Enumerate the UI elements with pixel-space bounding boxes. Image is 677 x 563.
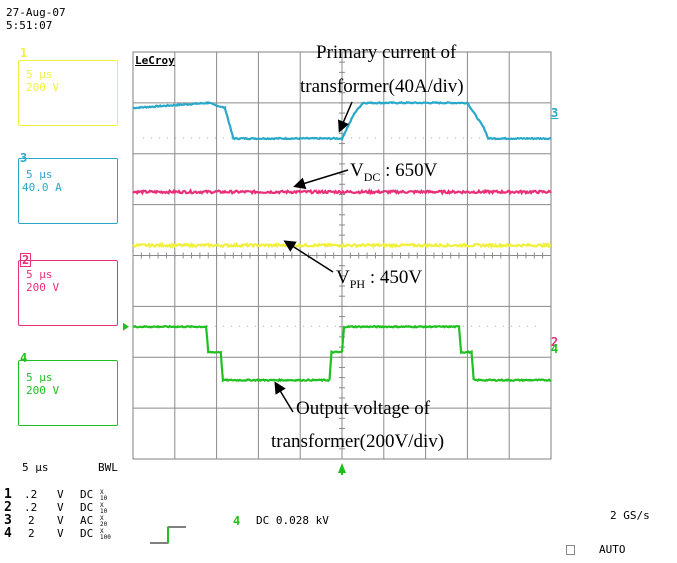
channel-4-number: 4 xyxy=(20,351,28,365)
row-4-unit: V xyxy=(57,527,64,540)
channel-1-number: 1 xyxy=(20,46,28,60)
channel-4-box[interactable] xyxy=(18,360,118,426)
channel-4-marker: 4 xyxy=(551,342,559,356)
channel-3-box[interactable] xyxy=(18,158,118,224)
row-2-scale: .2 xyxy=(24,501,38,514)
channel-1-timebase: 5 μs xyxy=(26,68,53,81)
ground-marker-ch4 xyxy=(123,322,129,331)
row-3-channel: 3 xyxy=(4,513,12,528)
annotation-primary-line1: Primary current of xyxy=(316,42,457,63)
row-4-scale: 2 xyxy=(28,527,35,540)
row-2-channel: 2 xyxy=(4,500,12,515)
trigger-level: DC 0.028 kV xyxy=(256,514,329,527)
channel-3-scale: 40.0 A xyxy=(22,181,62,194)
trigger-mode[interactable]: AUTO xyxy=(599,543,626,556)
arrow-vdc xyxy=(293,169,349,190)
channel-2-scale: 200 V xyxy=(26,281,60,294)
row-2-probe: X 10 xyxy=(100,502,108,515)
auto-checkbox[interactable] xyxy=(566,545,575,555)
row-3-scale: 2 xyxy=(28,514,35,527)
trigger-channel: 4 xyxy=(233,514,241,528)
channel-2-box[interactable] xyxy=(18,260,118,326)
channel-4-scale: 200 V xyxy=(26,384,60,397)
annotation-output-line2: transformer(200V/div) xyxy=(271,431,445,452)
row-4-coupling: DC xyxy=(80,527,94,540)
time-label: 5:51:07 xyxy=(6,19,53,32)
trace-ch2 xyxy=(132,188,552,196)
row-1-channel: 1 xyxy=(4,487,12,502)
channel-3-timebase: 5 μs xyxy=(26,168,53,181)
brand-logo: LeCroy xyxy=(135,54,175,67)
sample-rate: 2 GS/s xyxy=(610,509,650,522)
row-4-channel: 4 xyxy=(4,526,12,541)
row-1-scale: .2 xyxy=(24,488,38,501)
annotation-arrows xyxy=(123,101,353,544)
channel-3-marker: 3 xyxy=(551,106,559,120)
annotation-primary-line2: transformer(40A/div) xyxy=(300,76,464,97)
date-label: 27-Aug-07 xyxy=(6,6,66,19)
trace-ch3 xyxy=(132,100,552,141)
annotation-output-line1: Output voltage of xyxy=(296,398,431,419)
scope-traces xyxy=(132,100,552,383)
row-2-unit: V xyxy=(57,501,64,514)
bwl-label: BWL xyxy=(98,461,118,474)
channel-1-box[interactable] xyxy=(18,60,118,126)
arrow-vph xyxy=(283,240,334,273)
row-1-unit: V xyxy=(57,488,64,501)
arrow-output-voltage xyxy=(274,381,294,413)
annotation-vdc: VDC : 650V xyxy=(350,160,438,184)
row-4-probe: X 100 xyxy=(100,528,111,541)
row-3-unit: V xyxy=(57,514,64,527)
channel-2-timebase: 5 μs xyxy=(26,268,53,281)
channel-1-scale: 200 V xyxy=(26,81,60,94)
trace-ch1 xyxy=(132,241,552,250)
row-2-coupling: DC xyxy=(80,501,94,514)
arrow-primary-current xyxy=(338,101,353,133)
row-1-probe: X 10 xyxy=(100,489,108,502)
row-3-coupling: AC xyxy=(80,514,94,527)
channel-4-timebase: 5 μs xyxy=(26,371,53,384)
bottom-timebase: 5 μs xyxy=(22,461,49,474)
row-3-probe: X 20 xyxy=(100,515,108,528)
row-1-coupling: DC xyxy=(80,488,94,501)
trace-ch4 xyxy=(132,324,552,383)
channel-2-marker: 2 xyxy=(551,335,559,349)
annotation-vph: VPH : 450V xyxy=(336,267,423,291)
